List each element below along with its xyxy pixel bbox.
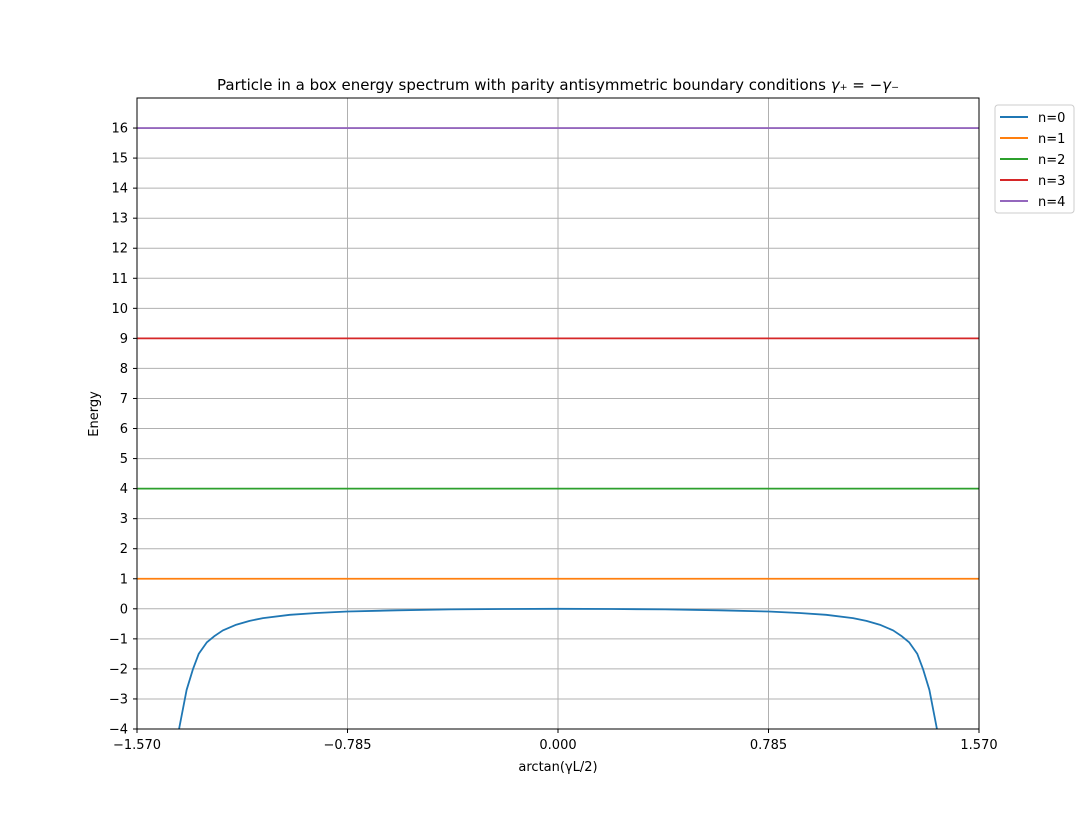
chart-title-text: Particle in a box energy spectrum with p…: [217, 76, 831, 94]
y-tick-label: 3: [120, 512, 128, 527]
y-tick-label: 5: [120, 452, 128, 467]
y-tick-label: 1: [120, 572, 128, 587]
x-tick-label: −0.785: [323, 738, 371, 753]
y-tick-label: 7: [120, 392, 128, 407]
y-tick-label: 4: [120, 482, 128, 497]
legend-label: n=3: [1038, 174, 1065, 189]
y-tick-label: 8: [120, 362, 128, 377]
legend: n=0 n=1 n=2 n=3 n=4: [994, 104, 1075, 214]
x-tick-label: 0.000: [539, 738, 576, 753]
y-tick-label: 14: [111, 182, 128, 197]
y-tick-label: −3: [109, 692, 128, 707]
series-line-n-0: [178, 607, 938, 729]
y-tick-label: 11: [111, 272, 128, 287]
x-tick-label: 0.785: [750, 738, 787, 753]
y-tick-label: 9: [120, 332, 128, 347]
y-tick-label: 10: [111, 302, 128, 317]
grid-lines: [136, 98, 980, 730]
legend-label: n=2: [1038, 153, 1065, 168]
axis-ticks: −1.570 −0.785 0.000 0.785 1.570−4−3−2−101234…: [109, 122, 998, 753]
legend-label: n=4: [1038, 195, 1065, 210]
y-tick-label: 12: [111, 242, 128, 257]
legend-box: [994, 104, 1075, 214]
y-tick-label: 0: [120, 602, 128, 617]
y-tick-label: 16: [111, 122, 128, 137]
y-axis-label: Energy: [87, 391, 102, 437]
x-axis-label: arctan(γL/2): [518, 760, 597, 775]
y-tick-label: 15: [111, 152, 128, 167]
chart-title-math: γ₊ = −γ₋: [831, 76, 899, 94]
y-tick-label: −4: [109, 723, 128, 738]
y-tick-label: 2: [120, 542, 128, 557]
legend-label: n=0: [1038, 111, 1065, 126]
x-tick-label: 1.570: [960, 738, 997, 753]
y-tick-label: 13: [111, 212, 128, 227]
legend-label: n=1: [1038, 132, 1065, 147]
y-tick-label: −1: [109, 632, 128, 647]
chart-title: Particle in a box energy spectrum with p…: [217, 76, 899, 94]
y-tick-label: 6: [120, 422, 128, 437]
x-tick-label: −1.570: [113, 738, 161, 753]
y-tick-label: −2: [109, 662, 128, 677]
series-lines: [137, 127, 979, 729]
